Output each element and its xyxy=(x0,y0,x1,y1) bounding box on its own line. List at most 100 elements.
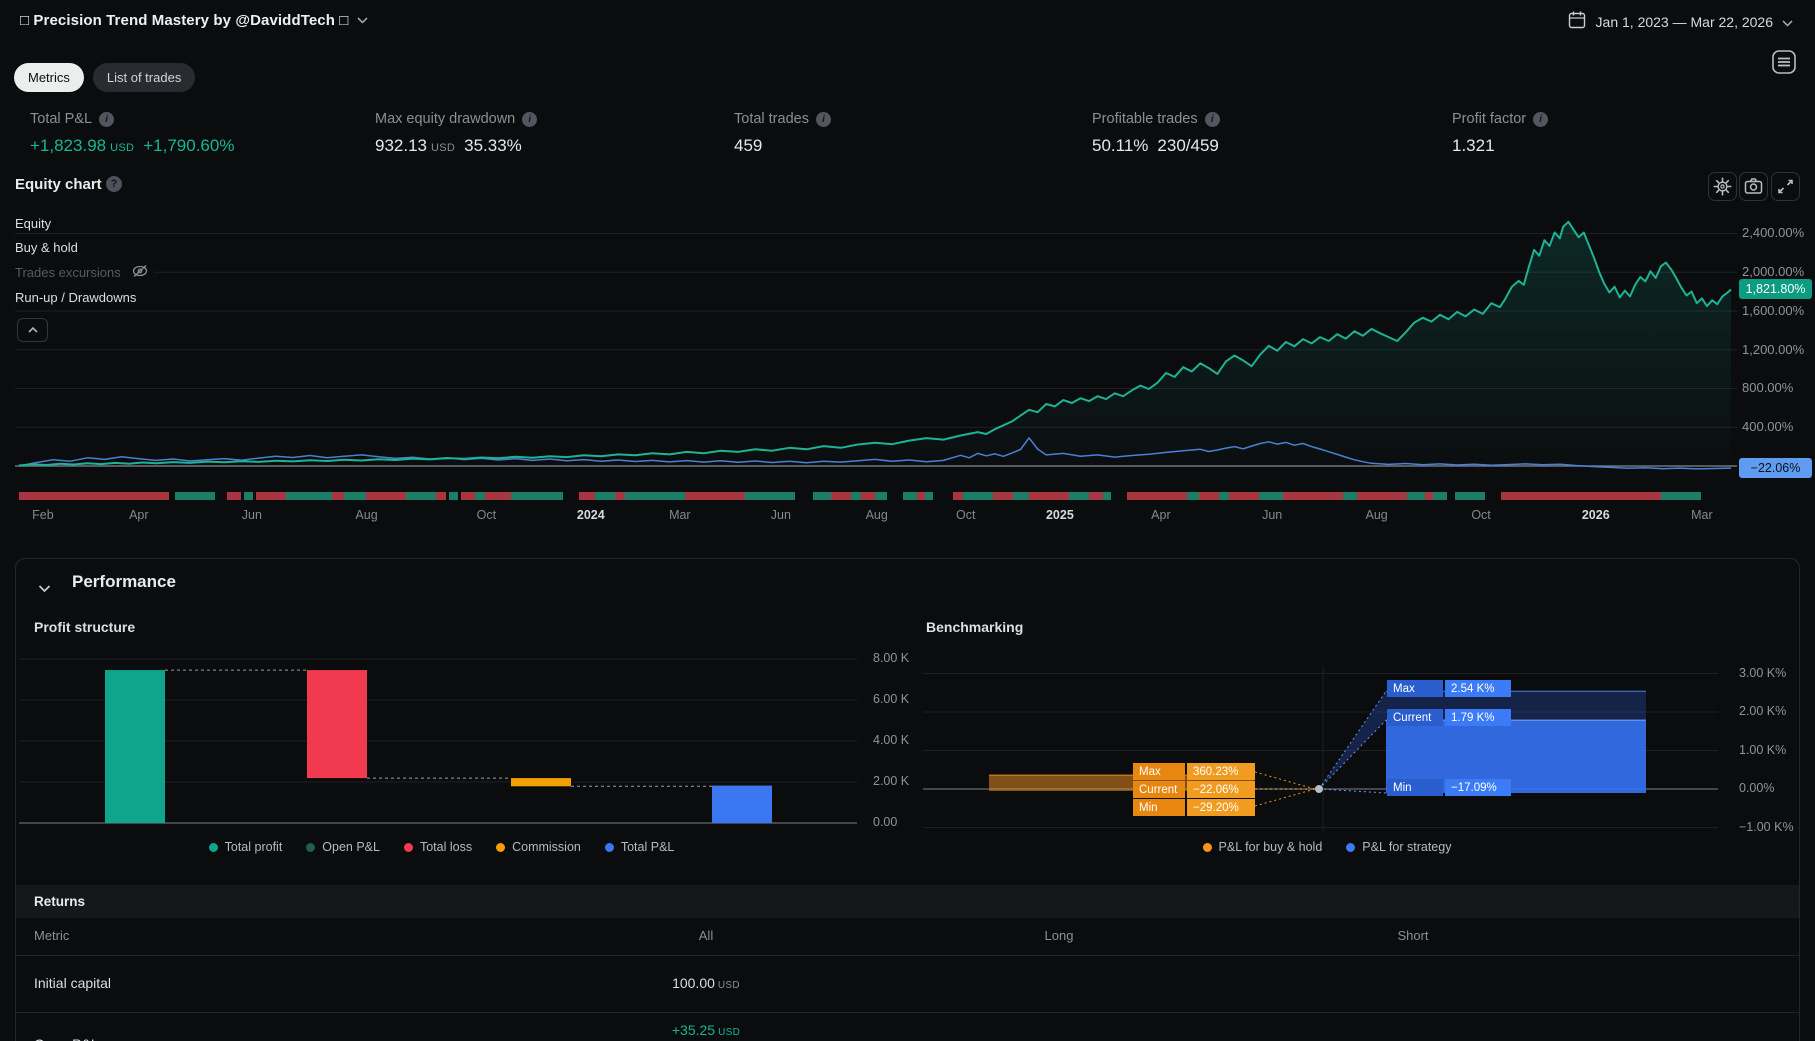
stat-value: 1.321 xyxy=(1452,136,1548,156)
stat-value: 50.11% 230/459 xyxy=(1092,136,1220,156)
legend-dot xyxy=(1202,842,1212,852)
stat-value: 459 xyxy=(734,136,831,156)
stat-value-main: 50.11% xyxy=(1092,136,1149,155)
eq-x-tick: Oct xyxy=(476,508,497,522)
stat-label: Total P&L i xyxy=(30,110,234,128)
info-icon[interactable]: i xyxy=(99,111,115,127)
stat-value-unit: USD xyxy=(431,142,456,154)
eq-y-tick: 800.00% xyxy=(1742,380,1794,396)
chip-value: 360.23% xyxy=(1187,763,1255,780)
chip-row: Max 2.54 K% xyxy=(1387,680,1511,697)
chevron-down-icon xyxy=(357,11,368,29)
info-icon[interactable]: i xyxy=(815,111,831,127)
stat-label: Profit factor i xyxy=(1452,110,1549,128)
eye-off-icon[interactable] xyxy=(131,264,149,281)
legend-total-profit[interactable]: Total profit xyxy=(208,840,282,854)
collapse-legend-button[interactable] xyxy=(17,318,48,342)
chip-label: Min xyxy=(1133,799,1185,816)
chart-fullscreen-button[interactable] xyxy=(1771,172,1800,201)
chip-value: −17.09% xyxy=(1445,779,1511,796)
row-all-value: +35.25 USD xyxy=(556,1022,856,1038)
row-all-amount: +35.25 xyxy=(671,1022,716,1038)
col-all: All xyxy=(698,928,714,943)
eq-x-tick: Aug xyxy=(355,508,378,522)
legend-dot xyxy=(306,842,316,852)
eq-x-tick: 2026 xyxy=(1581,508,1610,522)
legend-label: Total P&L xyxy=(620,840,675,854)
chip-row: Current −22.06% xyxy=(1133,781,1255,798)
stat-block-2: Total trades i 459 xyxy=(734,110,831,156)
eq-x-tick: 2024 xyxy=(576,508,605,522)
eq-legend-buy-hold[interactable]: Buy & hold xyxy=(15,238,83,257)
legend-p-l-for-strategy[interactable]: P&L for strategy xyxy=(1346,840,1451,854)
chart-settings-button[interactable] xyxy=(1708,172,1737,201)
legend-total-loss[interactable]: Total loss xyxy=(403,840,473,854)
rows-icon xyxy=(1772,50,1796,74)
bm-y-tick: 2.00 K% xyxy=(1739,704,1787,718)
eq-y-tick: 2,400.00% xyxy=(1742,225,1805,241)
eq-x-tick: Mar xyxy=(1691,508,1713,522)
legend-commission[interactable]: Commission xyxy=(496,840,581,854)
benchmarking-legend: P&L for buy & hold P&L for strategy xyxy=(923,840,1731,854)
equity-chart-title: Equity chart xyxy=(15,176,102,193)
stat-value-unit: USD xyxy=(110,142,135,154)
strategy-title-menu[interactable]: □ Precision Trend Mastery by @DaviddTech… xyxy=(20,11,368,29)
returns-title: Returns xyxy=(34,894,86,909)
legend-p-l-for-buy-hold[interactable]: P&L for buy & hold xyxy=(1202,840,1322,854)
eq-legend-label: Trades excursions xyxy=(15,265,121,280)
eq-x-tick: Oct xyxy=(956,508,976,522)
stat-label: Max equity drawdown i xyxy=(375,110,538,128)
calendar-icon xyxy=(1567,10,1587,33)
price-badge: 1,821.80% xyxy=(1739,279,1812,300)
bm-y-tick: 0.00% xyxy=(1739,781,1775,795)
stat-block-1: Max equity drawdown i 932.13 USD 35.33% xyxy=(375,110,538,156)
strategy-current-chip: Current 1.79 K% xyxy=(1387,709,1511,726)
row-all-unit: USD xyxy=(717,980,740,991)
eq-x-tick: Apr xyxy=(129,508,149,522)
legend-label: P&L for strategy xyxy=(1362,840,1452,854)
tab-list-of-trades[interactable]: List of trades xyxy=(92,63,196,92)
row-all-amount: 100.00 xyxy=(672,975,715,991)
eq-legend-run-up-drawdowns[interactable]: Run-up / Drawdowns xyxy=(15,288,142,307)
legend-total-p-l[interactable]: Total P&L xyxy=(604,840,675,854)
chart-snapshot-button[interactable] xyxy=(1739,172,1768,201)
chip-label: Current xyxy=(1387,709,1443,726)
info-icon[interactable]: i xyxy=(522,111,538,127)
legend-label: Total loss xyxy=(419,840,473,854)
stat-label-text: Total P&L xyxy=(30,111,93,127)
stat-label-text: Profit factor xyxy=(1452,111,1527,127)
legend-open-p-l[interactable]: Open P&L xyxy=(306,840,380,854)
ps-y-tick: 4.00 K xyxy=(873,733,910,747)
eq-y-tick: 1,200.00% xyxy=(1742,341,1805,357)
tab-metrics[interactable]: Metrics xyxy=(14,63,84,92)
stat-label: Total trades i xyxy=(734,110,831,128)
row-metric: Open P&L xyxy=(34,1036,99,1041)
benchmarking-chart xyxy=(923,666,1718,831)
gear-icon xyxy=(1713,177,1732,196)
stat-value-extra: 230/459 xyxy=(1157,136,1219,155)
strategy-max-chip: Max 2.54 K% xyxy=(1387,680,1511,697)
info-icon[interactable]: i xyxy=(1204,111,1220,127)
date-range-picker[interactable]: Jan 1, 2023 — Mar 22, 2026 xyxy=(1567,10,1793,33)
legend-dot xyxy=(604,842,614,852)
eq-legend-equity[interactable]: Equity xyxy=(15,214,57,233)
eq-x-tick: Jun xyxy=(241,508,262,522)
table-rows-button[interactable] xyxy=(1769,47,1799,77)
eq-legend-trades-excursions[interactable]: Trades excursions xyxy=(15,262,154,283)
chip-value: −22.06% xyxy=(1187,781,1255,798)
stat-label-text: Max equity drawdown xyxy=(375,111,516,127)
help-icon[interactable]: ? xyxy=(106,176,122,192)
chip-label: Current xyxy=(1133,781,1185,798)
legend-dot xyxy=(496,842,506,852)
price-badge: −22.06% xyxy=(1739,458,1812,479)
profit-structure-chart xyxy=(19,658,857,824)
chip-row: Min −29.20% xyxy=(1133,799,1255,816)
eq-legend-label: Equity xyxy=(15,216,52,231)
stat-block-3: Profitable trades i 50.11% 230/459 xyxy=(1092,110,1220,156)
chip-row: Min −17.09% xyxy=(1387,779,1511,796)
info-icon[interactable]: i xyxy=(1533,111,1549,127)
equity-chart-plot[interactable] xyxy=(15,208,1785,548)
stat-label: Profitable trades i xyxy=(1092,110,1220,128)
chevron-down-icon[interactable] xyxy=(38,580,51,598)
